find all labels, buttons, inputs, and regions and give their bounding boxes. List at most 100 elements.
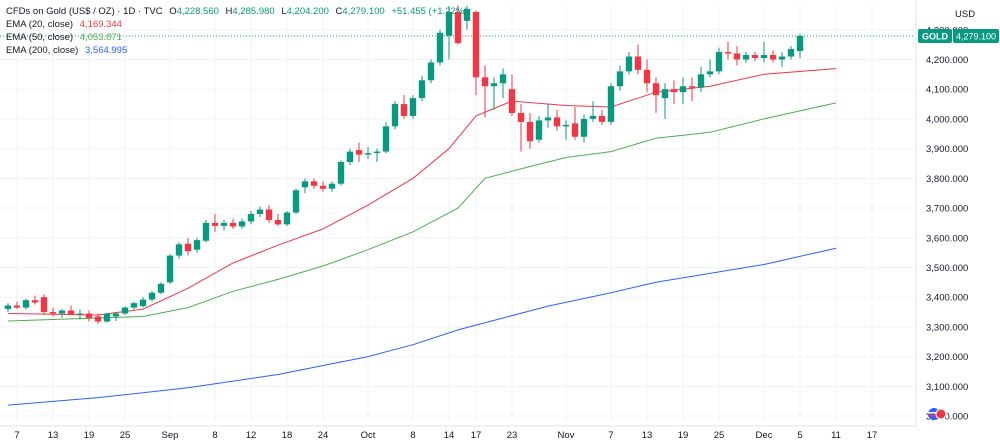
candle-body[interactable] (211, 222, 219, 226)
candle-body[interactable] (265, 209, 273, 220)
candle-body[interactable] (688, 86, 696, 88)
last-price-badge[interactable] (953, 28, 999, 43)
candle-body[interactable] (427, 62, 435, 81)
candle-body[interactable] (103, 313, 111, 322)
candle-body[interactable] (526, 121, 534, 142)
ema-line-1[interactable] (7, 102, 837, 322)
candle-body[interactable] (499, 74, 507, 84)
candle-body[interactable] (4, 305, 12, 310)
candle-body[interactable] (508, 89, 516, 113)
legend-ema20[interactable]: EMA (20, close) 4,169.344 (6, 18, 467, 31)
candle-body[interactable] (319, 185, 327, 189)
candle-body[interactable] (193, 240, 201, 250)
candle-body[interactable] (490, 83, 498, 87)
candle-body[interactable] (571, 123, 579, 137)
candle-body[interactable] (607, 86, 615, 122)
candle-body[interactable] (409, 98, 417, 116)
candle-body[interactable] (634, 56, 642, 70)
candle-body[interactable] (346, 151, 354, 162)
candle-body[interactable] (121, 307, 129, 314)
candle-body[interactable] (751, 55, 759, 58)
candle-body[interactable] (157, 283, 165, 293)
candle-body[interactable] (580, 118, 588, 137)
candle-body[interactable] (562, 124, 570, 127)
candle-body[interactable] (76, 313, 84, 315)
candle-body[interactable] (553, 117, 561, 127)
candle-body[interactable] (49, 312, 57, 314)
candle-body[interactable] (94, 316, 102, 322)
candle-body[interactable] (715, 52, 723, 72)
candle-body[interactable] (256, 209, 264, 214)
candle-body[interactable] (463, 8, 471, 21)
legend-ema200[interactable]: EMA (200, close) 3,564.995 (6, 44, 467, 57)
candle-body[interactable] (769, 55, 777, 60)
candle-body[interactable] (661, 89, 669, 99)
candle-body[interactable] (139, 299, 147, 307)
candle-body[interactable] (175, 244, 183, 256)
candle-body[interactable] (166, 255, 174, 283)
candle-body[interactable] (472, 11, 480, 78)
candle-body[interactable] (220, 222, 228, 226)
candle-body[interactable] (292, 190, 300, 213)
eu-flag-icon[interactable] (935, 408, 947, 420)
candle-body[interactable] (679, 86, 687, 93)
candle-body[interactable] (40, 297, 48, 313)
ema-line-0[interactable] (7, 68, 837, 316)
candle-body[interactable] (13, 305, 21, 308)
candle-body[interactable] (22, 300, 30, 308)
candle-body[interactable] (733, 53, 741, 60)
candle-body[interactable] (787, 49, 795, 57)
ema-line-2[interactable] (7, 247, 837, 406)
candle-body[interactable] (274, 219, 282, 225)
candle-body[interactable] (301, 181, 309, 188)
candle-body[interactable] (418, 80, 426, 99)
y-tick-label: 3,300.000 (926, 322, 968, 333)
candle-body[interactable] (706, 71, 714, 75)
candle-body[interactable] (310, 181, 318, 186)
candle-body[interactable] (625, 56, 633, 72)
candle-body[interactable] (58, 310, 66, 314)
candle-body[interactable] (184, 243, 192, 252)
candle-body[interactable] (337, 162, 345, 184)
candle-body[interactable] (544, 117, 552, 121)
candle-body[interactable] (742, 55, 750, 60)
candle-body[interactable] (535, 120, 543, 140)
candle-body[interactable] (364, 153, 372, 155)
candle-body[interactable] (382, 126, 390, 152)
legend-ema50[interactable]: EMA (50, close) 4,053.871 (6, 31, 467, 44)
candle-body[interactable] (778, 56, 786, 60)
candle-body[interactable] (283, 212, 291, 225)
candle-body[interactable] (616, 71, 624, 87)
candle-body[interactable] (391, 104, 399, 127)
candle-body[interactable] (148, 292, 156, 300)
candle-body[interactable] (697, 74, 705, 88)
candle-body[interactable] (589, 115, 597, 119)
candle-body[interactable] (85, 313, 93, 318)
candle-body[interactable] (238, 221, 246, 227)
candle-body[interactable] (373, 151, 381, 154)
candle-body[interactable] (517, 112, 525, 122)
candle-body[interactable] (670, 89, 678, 93)
candle-body[interactable] (247, 214, 255, 222)
candle-body[interactable] (652, 83, 660, 96)
candle-body[interactable] (229, 222, 237, 227)
candle-body[interactable] (355, 150, 363, 155)
candle-body[interactable] (202, 222, 210, 241)
candle-body[interactable] (760, 55, 768, 58)
candle-body[interactable] (598, 115, 606, 122)
candle-body[interactable] (328, 183, 336, 189)
candle-body[interactable] (481, 77, 489, 87)
candle-body[interactable] (67, 310, 75, 315)
candle-body[interactable] (454, 11, 462, 44)
candle-body[interactable] (643, 69, 651, 84)
candle-body[interactable] (436, 32, 444, 63)
candle-body[interactable] (445, 11, 453, 36)
candle-body[interactable] (31, 300, 39, 303)
symbol-badge[interactable] (918, 28, 952, 43)
candle-body[interactable] (112, 313, 120, 317)
candle-body[interactable] (796, 35, 804, 51)
candle-body[interactable] (724, 52, 732, 54)
candle-body[interactable] (130, 303, 138, 308)
candle-body[interactable] (400, 104, 408, 116)
